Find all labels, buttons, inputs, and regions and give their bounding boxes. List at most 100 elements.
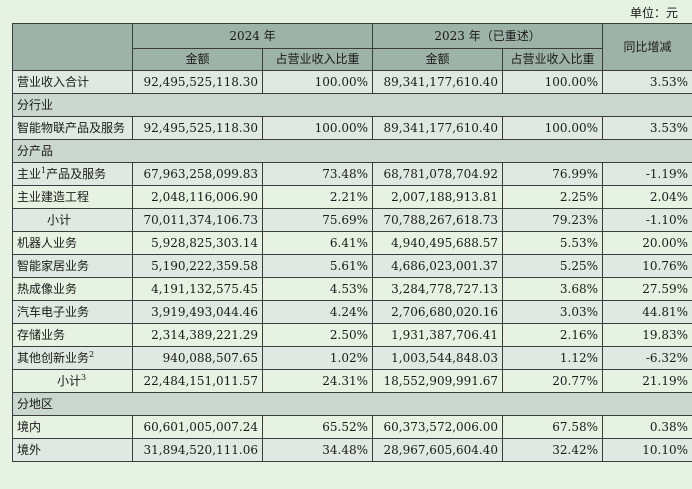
header-amount-2023: 金额 [372, 48, 504, 71]
yoy-change-cell: 3.53% [602, 116, 692, 140]
amount-2023-cell: 60,373,572,006.00 [372, 415, 504, 439]
row-label-text: 汽车电子业务 [17, 305, 90, 319]
ratio-2024-cell: 100.00% [261, 116, 374, 140]
table-row: 境内 60,601,005,007.24 65.52% 60,373,572,006.… [12, 415, 692, 439]
ratio-2024-cell: 1.02% [261, 346, 374, 370]
row-label: 汽车电子业务 [12, 300, 133, 324]
yoy-change-cell: 44.81% [602, 300, 692, 324]
table-row: 热成像业务 4,191,132,575.45 4.53% 3,284,778,727.… [12, 277, 692, 301]
yoy-change-cell: -1.19% [602, 162, 692, 186]
row-label-text: 小计 [57, 374, 82, 388]
yoy-change-cell: 27.59% [602, 277, 692, 301]
row-label: 存储业务 [12, 323, 133, 347]
amount-2023-cell: 4,686,023,001.37 [372, 254, 504, 278]
row-label-text: 其他创新业务 [17, 351, 90, 365]
header-ratio-2023: 占营业收入比重 [502, 48, 604, 71]
row-label-text: 境内 [17, 420, 42, 434]
ratio-2024-cell: 4.53% [261, 277, 374, 301]
table-row: 主业1产品及服务 67,963,258,099.83 73.48% 68,781,07… [12, 162, 692, 186]
ratio-2023-cell: 5.25% [502, 254, 604, 278]
amount-2024-cell: 92,495,525,118.30 [132, 116, 263, 140]
amount-2024-cell: 67,963,258,099.83 [132, 162, 263, 186]
ratio-2023-cell: 1.12% [502, 346, 604, 370]
table-body: 营业收入合计 92,495,525,118.30 100.00% 89,341,177… [11, 70, 692, 462]
ratio-2024-cell: 100.00% [261, 70, 374, 94]
table-row: 小计3 22,484,151,011.57 24.31% 18,552,909,991… [12, 369, 692, 393]
amount-2023-cell: 68,781,078,704.92 [372, 162, 504, 186]
ratio-2023-cell: 100.00% [502, 116, 604, 140]
table-row: 存储业务 2,314,389,221.29 2.50% 1,931,387,706.4… [12, 323, 692, 347]
amount-2024-cell: 940,088,507.65 [132, 346, 263, 370]
amount-2024-cell: 2,314,389,221.29 [132, 323, 263, 347]
footnote-marker: 3 [81, 373, 87, 382]
amount-2023-cell: 2,706,680,020.16 [372, 300, 504, 324]
section-label: 分地区 [11, 392, 692, 416]
ratio-2023-cell: 32.42% [502, 438, 604, 462]
row-label: 小计 [12, 208, 133, 232]
ratio-2023-cell: 3.68% [502, 277, 604, 301]
unit-label: 单位：元 [629, 6, 678, 20]
row-label-text: 机器人业务 [17, 236, 78, 250]
row-label-text: 营业收入合计 [17, 75, 90, 89]
row-label: 小计3 [12, 369, 133, 393]
table-row: 境外 31,894,520,111.06 34.48% 28,967,605,604.… [12, 438, 692, 462]
header-blank [12, 23, 133, 71]
row-label-text: 存储业务 [17, 328, 66, 342]
header-yoy: 同比增减 [602, 23, 692, 71]
header-2024: 2024 年 [131, 23, 374, 49]
amount-2024-cell: 70,011,374,106.73 [132, 208, 263, 232]
yoy-change-cell: -6.32% [602, 346, 692, 370]
ratio-2024-cell: 34.48% [261, 438, 374, 462]
row-label: 营业收入合计 [12, 70, 133, 94]
section-row: 分地区 [11, 392, 692, 416]
section-label: 分行业 [11, 93, 692, 117]
ratio-2024-cell: 6.41% [261, 231, 374, 255]
row-label: 主业建造工程 [12, 185, 133, 209]
revenue-table: 2024 年 2023 年（已重述） 同比增减 金额 占营业收入比重 金额 占营… [11, 23, 692, 462]
yoy-change-cell: 20.00% [602, 231, 692, 255]
amount-2023-cell: 4,940,495,688.57 [372, 231, 504, 255]
yoy-change-cell: 19.83% [602, 323, 692, 347]
ratio-2023-cell: 76.99% [502, 162, 604, 186]
table-row: 汽车电子业务 3,919,493,044.46 4.24% 2,706,680,020… [12, 300, 692, 324]
amount-2023-cell: 1,003,544,848.03 [372, 346, 504, 370]
yoy-change-cell: 2.04% [602, 185, 692, 209]
amount-2024-cell: 92,495,525,118.30 [132, 70, 263, 94]
row-label-text: 主业建造工程 [17, 190, 90, 204]
ratio-2024-cell: 73.48% [261, 162, 374, 186]
amount-2023-cell: 28,967,605,604.40 [372, 438, 504, 462]
header-amount-2024: 金额 [132, 48, 263, 71]
table-row: 其他创新业务2 940,088,507.65 1.02% 1,003,544,848.… [12, 346, 692, 370]
ratio-2023-cell: 2.16% [502, 323, 604, 347]
footnote-marker: 2 [89, 350, 95, 359]
row-label-suffix: 产品及服务 [46, 167, 107, 181]
amount-2024-cell: 5,190,222,359.58 [132, 254, 263, 278]
table-row: 营业收入合计 92,495,525,118.30 100.00% 89,341,177… [12, 70, 692, 94]
yoy-change-cell: 10.10% [602, 438, 692, 462]
ratio-2024-cell: 24.31% [261, 369, 374, 393]
amount-2023-cell: 2,007,188,913.81 [372, 185, 504, 209]
ratio-2024-cell: 2.21% [261, 185, 374, 209]
ratio-2024-cell: 75.69% [261, 208, 374, 232]
amount-2024-cell: 31,894,520,111.06 [132, 438, 263, 462]
row-label: 其他创新业务2 [12, 346, 133, 370]
row-label: 智能家居业务 [12, 254, 133, 278]
amount-2023-cell: 18,552,909,991.67 [372, 369, 504, 393]
yoy-change-cell: 0.38% [602, 415, 692, 439]
row-label-text: 小计 [47, 213, 72, 227]
row-label: 境外 [12, 438, 133, 462]
table-row: 机器人业务 5,928,825,303.14 6.41% 4,940,495,688.… [12, 231, 692, 255]
ratio-2024-cell: 65.52% [261, 415, 374, 439]
row-label-text: 主业 [17, 167, 42, 181]
section-label: 分产品 [11, 139, 692, 163]
ratio-2023-cell: 3.03% [502, 300, 604, 324]
row-label: 机器人业务 [12, 231, 133, 255]
yoy-change-cell: 21.19% [602, 369, 692, 393]
ratio-2023-cell: 67.58% [502, 415, 604, 439]
amount-2024-cell: 22,484,151,011.57 [132, 369, 263, 393]
row-label: 热成像业务 [12, 277, 133, 301]
header-2023: 2023 年（已重述） [372, 23, 604, 49]
amount-2024-cell: 5,928,825,303.14 [132, 231, 263, 255]
table-row: 主业建造工程 2,048,116,006.90 2.21% 2,007,188,913… [12, 185, 692, 209]
ratio-2023-cell: 5.53% [502, 231, 604, 255]
